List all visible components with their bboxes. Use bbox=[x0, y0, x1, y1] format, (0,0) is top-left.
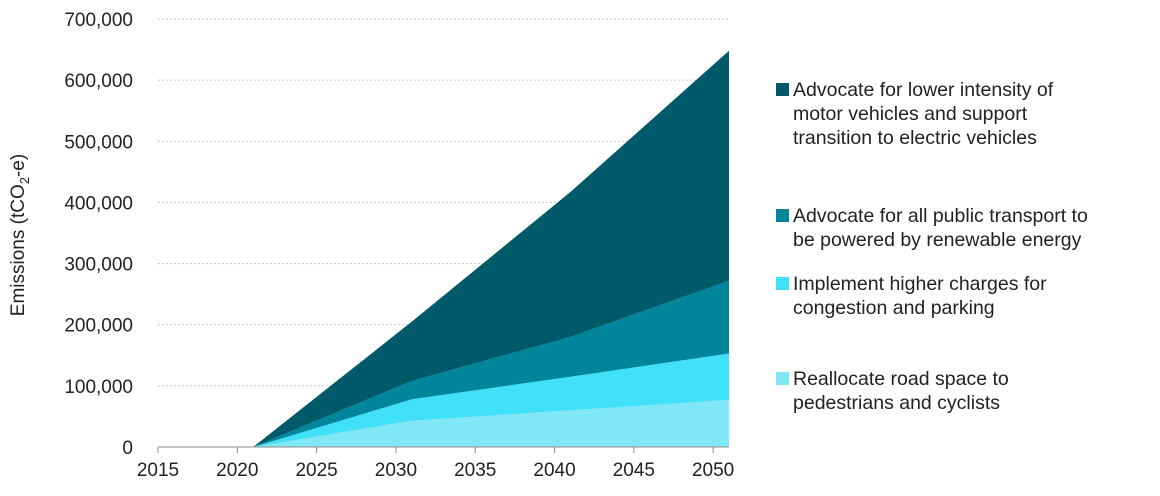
stacked-areas bbox=[158, 50, 729, 447]
legend-item-road-space: Reallocate road space to pedestrians and… bbox=[776, 367, 1009, 415]
y-axis-label-subscript: 2 bbox=[17, 177, 32, 184]
legend-label-line: Reallocate road space to bbox=[793, 368, 1009, 390]
legend-label: Advocate for lower intensity of motor ve… bbox=[793, 78, 1053, 150]
legend-label: Implement higher charges for congestion … bbox=[793, 272, 1047, 320]
legend-label-line: be powered by renewable energy bbox=[793, 229, 1082, 251]
x-tick-label: 2045 bbox=[613, 460, 655, 481]
y-axis-label-main: Emissions (tCO bbox=[8, 184, 29, 316]
y-tick-label: 500,000 bbox=[64, 132, 133, 153]
y-tick-label: 400,000 bbox=[64, 193, 133, 214]
y-tick-label: 100,000 bbox=[64, 377, 133, 398]
legend-label-line: Advocate for all public transport to bbox=[793, 205, 1088, 227]
x-tick-label: 2040 bbox=[533, 460, 575, 481]
x-tick-label: 2030 bbox=[375, 460, 417, 481]
y-tick-label: 300,000 bbox=[64, 255, 133, 276]
area-series-4 bbox=[158, 50, 729, 447]
legend-label-line: motor vehicles and support bbox=[793, 103, 1028, 125]
x-tick-label: 2020 bbox=[216, 460, 258, 481]
x-tick-label: 2015 bbox=[137, 460, 179, 481]
plot-area: 0 100,000 200,000 300,000 400,000 500,000 600,… bbox=[8, 10, 734, 481]
y-tick-labels: 0 100,000 200,000 300,000 400,000 500,000 600,… bbox=[64, 10, 133, 459]
legend-item-electric-vehicles: Advocate for lower intensity of motor ve… bbox=[776, 78, 1053, 150]
legend-swatch bbox=[776, 209, 789, 222]
y-tick-label: 0 bbox=[122, 438, 133, 459]
legend-label-line: pedestrians and cyclists bbox=[793, 392, 1001, 414]
legend-swatch bbox=[776, 83, 789, 96]
area-series-2 bbox=[158, 353, 729, 447]
x-tick-label: 2035 bbox=[454, 460, 496, 481]
x-tick-labels: 2015 2020 2025 2030 2035 2040 2045 2050 bbox=[137, 460, 734, 481]
legend-item-public-transport: Advocate for all public transport to be … bbox=[776, 204, 1088, 252]
legend-label: Advocate for all public transport to be … bbox=[793, 204, 1088, 252]
axes bbox=[157, 446, 729, 453]
legend-label: Reallocate road space to pedestrians and… bbox=[793, 367, 1009, 415]
y-tick-label: 600,000 bbox=[64, 71, 133, 92]
legend-swatch bbox=[776, 372, 789, 385]
legend-label-line: Advocate for lower intensity of bbox=[793, 79, 1054, 101]
area-series-3 bbox=[158, 280, 729, 447]
legend-label-line: transition to electric vehicles bbox=[793, 127, 1037, 149]
area-series-1 bbox=[158, 399, 729, 447]
y-tick-label: 700,000 bbox=[64, 10, 133, 31]
y-axis-label-suffix: -e) bbox=[8, 154, 29, 177]
legend-swatch bbox=[776, 277, 789, 290]
y-tick-label: 200,000 bbox=[64, 316, 133, 337]
legend-label-line: Implement higher charges for bbox=[793, 273, 1047, 295]
y-axis-label: Emissions (tCO2-e) bbox=[8, 154, 32, 316]
x-tick-label: 2025 bbox=[295, 460, 337, 481]
legend-label-line: congestion and parking bbox=[793, 297, 995, 319]
x-tick-label: 2050 bbox=[692, 460, 734, 481]
legend-item-congestion-charges: Implement higher charges for congestion … bbox=[776, 272, 1047, 320]
legend: Advocate for lower intensity of motor ve… bbox=[776, 0, 1160, 491]
